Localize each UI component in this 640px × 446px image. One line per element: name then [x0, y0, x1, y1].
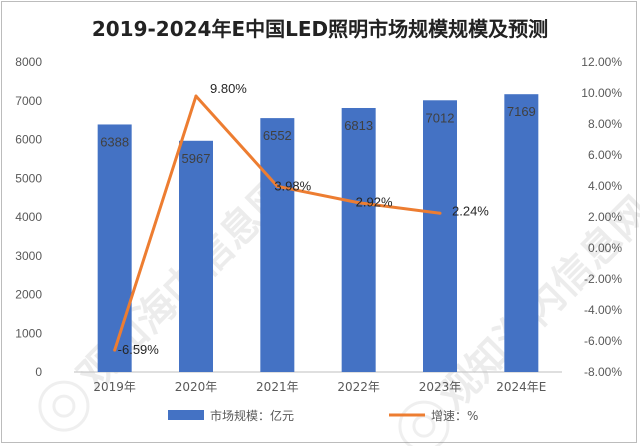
- bar: [423, 100, 457, 372]
- legend-line-label: 增速：%: [431, 409, 478, 423]
- axes-layer: 0 1000 2000 3000 4000 5000 6000 7000 8000 -8.00% -…: [15, 55, 622, 394]
- x-tick-label: 2022年: [337, 380, 380, 394]
- bars-layer: [97, 94, 539, 373]
- watermark-logo-icon: [412, 414, 436, 438]
- line-data-label: 9.80%: [210, 81, 247, 96]
- line-data-label: -6.59%: [118, 342, 160, 357]
- y-right-tick-label: -6.00%: [584, 334, 622, 348]
- x-tick-label: 2023年: [419, 380, 462, 394]
- y-left-tick-label: 7000: [15, 94, 42, 108]
- y-left-tick-label: 2000: [15, 288, 42, 302]
- bar: [179, 140, 213, 372]
- legend: 市场规模：亿元 增速：%: [168, 408, 478, 423]
- line-point: [357, 201, 361, 205]
- y-left-tick-label: 3000: [15, 249, 42, 263]
- bar-data-label: 5967: [182, 151, 211, 166]
- y-right-tick-label: -8.00%: [584, 365, 622, 379]
- bar: [97, 124, 132, 372]
- line-point: [438, 211, 442, 215]
- y-right-tick-label: 8.00%: [588, 117, 622, 131]
- line-data-label: 2.24%: [452, 203, 489, 218]
- y-left-tick-label: 5000: [15, 171, 42, 185]
- y-left-tick-label: 0: [35, 365, 42, 379]
- bar-data-label: 7169: [507, 104, 536, 119]
- bar: [504, 94, 539, 373]
- bar-data-label: 6388: [100, 134, 129, 149]
- line-point: [194, 94, 198, 98]
- y-right-tick-label: 2.00%: [588, 210, 622, 224]
- legend-bar-label: 市场规模：亿元: [210, 408, 294, 423]
- labels-layer: 6388 5967 6552 6813 7012 7169 -6.59% 9.80% 3.98%…: [100, 81, 536, 357]
- legend-bar-swatch: [168, 410, 204, 420]
- y-right-tick-label: -4.00%: [584, 303, 622, 317]
- line-layer: [113, 94, 442, 352]
- y-left-tick-label: 6000: [15, 133, 42, 147]
- bar: [260, 118, 295, 372]
- y-left-tick-label: 1000: [15, 326, 42, 340]
- x-tick-label: 2019年: [93, 380, 136, 394]
- x-tick-label: 2021年: [256, 380, 299, 394]
- line-data-label: 2.92%: [356, 195, 393, 210]
- watermark-logo-icon: [52, 394, 76, 418]
- line-point: [113, 348, 117, 352]
- y-right-tick-label: 10.00%: [581, 86, 622, 100]
- bar-data-label: 7012: [426, 110, 455, 125]
- chart-title: 2019-2024年E中国LED照明市场规模规模及预测: [92, 17, 548, 41]
- bar-data-label: 6552: [263, 128, 292, 143]
- y-right-tick-label: 12.00%: [581, 55, 622, 69]
- y-right-tick-label: -2.00%: [584, 272, 622, 286]
- line-data-label: 3.98%: [274, 178, 311, 193]
- y-left-tick-label: 8000: [15, 55, 42, 69]
- x-tick-label: 2020年: [175, 380, 218, 394]
- y-left-tick-label: 4000: [15, 210, 42, 224]
- y-right-tick-label: 4.00%: [588, 179, 622, 193]
- y-right-tick-label: 0.00%: [588, 241, 622, 255]
- x-tick-label: 2024年E: [496, 380, 546, 394]
- line-point: [275, 184, 279, 188]
- watermark-logo-icon: [38, 380, 90, 432]
- watermark-logo-icon: [398, 400, 450, 446]
- bar-data-label: 6813: [344, 118, 373, 133]
- bar: [341, 107, 376, 372]
- y-right-tick-label: 6.00%: [588, 148, 622, 162]
